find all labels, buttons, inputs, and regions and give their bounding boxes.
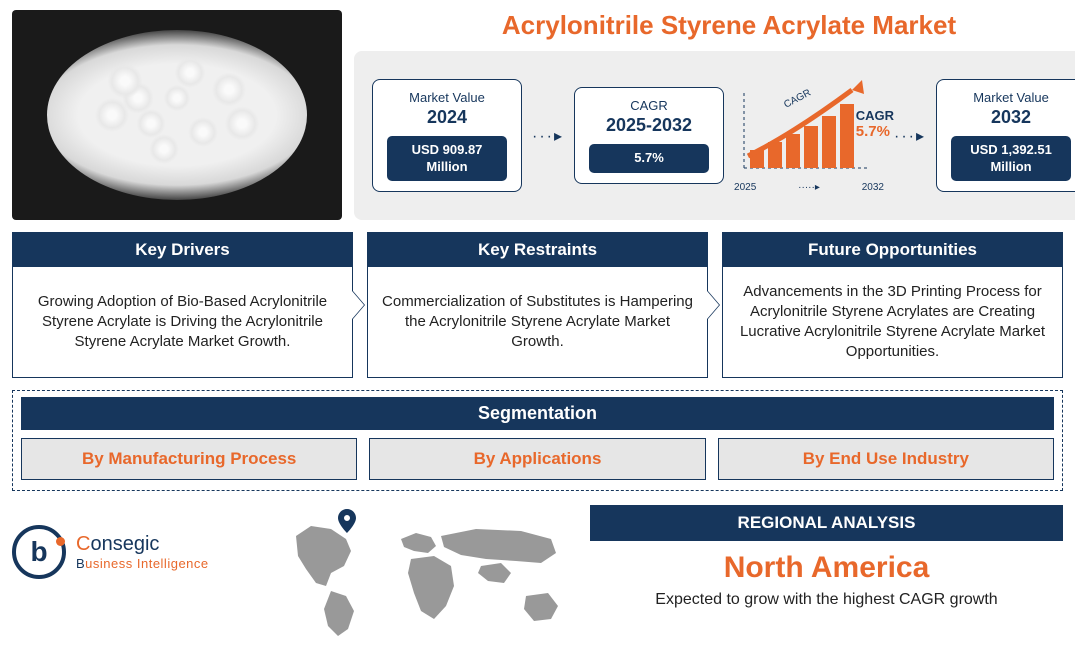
driver-header: Key Restraints <box>368 233 707 267</box>
logo-mark-icon: b <box>12 525 66 579</box>
header-and-metrics: Acrylonitrile Styrene Acrylate Market Ma… <box>354 10 1075 220</box>
growth-chart: CAGR 2025 ·····▸ 2032 CAGR 5.7% <box>734 78 884 193</box>
metric-label: CAGR <box>589 98 709 113</box>
x-end: 2032 <box>862 182 884 193</box>
regional-region: North America <box>590 551 1063 585</box>
x-start: 2025 <box>734 182 756 193</box>
seg-item-applications: By Applications <box>369 438 705 480</box>
logo-line2: Business Intelligence <box>76 556 209 571</box>
notch-icon <box>352 291 364 319</box>
bottom-row: b Consegic Business Intelligence REGIONA… <box>12 505 1063 656</box>
segmentation-items: By Manufacturing Process By Applications… <box>21 438 1054 480</box>
driver-body: Commercialization of Substitutes is Hamp… <box>368 267 707 377</box>
curve-label: CAGR <box>782 87 813 110</box>
cagr-value: 5.7% <box>856 123 894 140</box>
metric-value: 5.7% <box>589 144 709 173</box>
seg-item-manufacturing: By Manufacturing Process <box>21 438 357 480</box>
map-pin-icon <box>338 509 356 539</box>
regional-analysis: REGIONAL ANALYSIS North America Expected… <box>590 505 1063 609</box>
driver-card-key-drivers: Key Drivers Growing Adoption of Bio-Base… <box>12 232 353 378</box>
logo-line1: Consegic <box>76 533 209 556</box>
brand-logo: b Consegic Business Intelligence <box>12 505 262 579</box>
logo-letter: b <box>30 536 47 568</box>
segmentation-header: Segmentation <box>21 397 1054 430</box>
metric-label: Market Value <box>951 90 1071 105</box>
metric-year: 2024 <box>387 107 507 128</box>
metric-box-2024: Market Value 2024 USD 909.87 Million <box>372 79 522 193</box>
metric-label: Market Value <box>387 90 507 105</box>
logo-text: Consegic Business Intelligence <box>76 533 209 571</box>
page-title: Acrylonitrile Styrene Acrylate Market <box>354 10 1075 41</box>
driver-body: Growing Adoption of Bio-Based Acrylonitr… <box>13 267 352 377</box>
metric-year: 2025-2032 <box>589 115 709 136</box>
driver-body: Advancements in the 3D Printing Process … <box>723 267 1062 377</box>
driver-header: Key Drivers <box>13 233 352 267</box>
pellets-graphic <box>12 10 342 220</box>
regional-subtitle: Expected to grow with the highest CAGR g… <box>590 591 1063 609</box>
arrow-dots-icon: ···▸ <box>532 126 564 146</box>
notch-icon <box>707 291 719 319</box>
drivers-row: Key Drivers Growing Adoption of Bio-Base… <box>12 232 1063 378</box>
segmentation-panel: Segmentation By Manufacturing Process By… <box>12 390 1063 491</box>
top-row: Acrylonitrile Styrene Acrylate Market Ma… <box>12 10 1063 220</box>
pellet-cluster <box>47 30 307 200</box>
driver-header: Future Opportunities <box>723 233 1062 267</box>
driver-card-future-opportunities: Future Opportunities Advancements in the… <box>722 232 1063 378</box>
regional-header: REGIONAL ANALYSIS <box>590 505 1063 541</box>
world-map-svg <box>276 511 576 651</box>
metrics-panel: Market Value 2024 USD 909.87 Million ···… <box>354 51 1075 220</box>
chart-x-labels: 2025 ·····▸ 2032 <box>734 182 884 193</box>
metric-value: USD 909.87 Million <box>387 136 507 182</box>
product-image <box>12 10 342 220</box>
metric-box-2032: Market Value 2032 USD 1,392.51 Million <box>936 79 1075 193</box>
metric-year: 2032 <box>951 107 1071 128</box>
arrow-dots-icon: ···▸ <box>894 126 926 146</box>
metric-value: USD 1,392.51 Million <box>951 136 1071 182</box>
driver-card-key-restraints: Key Restraints Commercialization of Subs… <box>367 232 708 378</box>
cagr-label: CAGR <box>856 108 894 123</box>
cagr-callout: CAGR 5.7% <box>856 108 894 140</box>
seg-item-end-use: By End Use Industry <box>718 438 1054 480</box>
metric-box-cagr: CAGR 2025-2032 5.7% <box>574 87 724 184</box>
world-map <box>276 505 576 656</box>
